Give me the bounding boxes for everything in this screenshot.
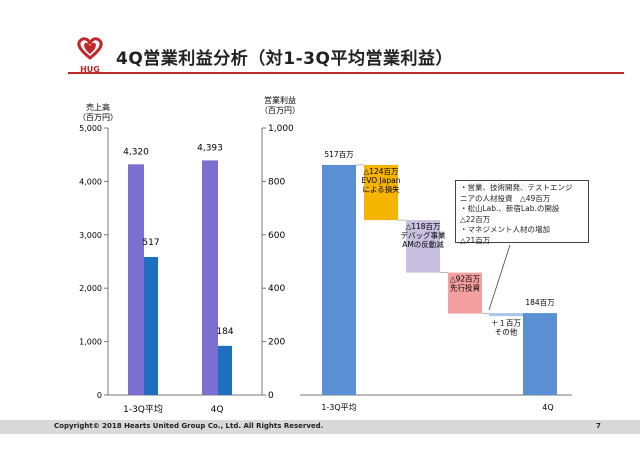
waterfall-step-label: その他 bbox=[495, 327, 518, 337]
page-title: 4Q営業利益分析（対1-3Q平均営業利益） bbox=[116, 49, 453, 69]
right-tick-label: 200 bbox=[268, 338, 285, 348]
left-tick-label: 1,000 bbox=[79, 338, 102, 347]
callout-line: ・営業、技術開発、テストエンジ bbox=[460, 183, 573, 192]
sales-bar bbox=[128, 164, 144, 395]
left-axis-label-1: 売上高 bbox=[86, 102, 110, 112]
callout-line: △21百万 bbox=[460, 235, 491, 245]
waterfall-step-label: による損失 bbox=[362, 184, 400, 194]
profit-value-label: 184 bbox=[216, 327, 233, 337]
waterfall-total-bar bbox=[523, 313, 557, 395]
callout-line: △22百万 bbox=[460, 214, 491, 224]
investment-breakdown-callout: ・営業、技術開発、テストエンジ ニアの人材投資 △49百万 ・松山Lab.、新宿… bbox=[455, 180, 589, 245]
waterfall-step-label: △92百万 bbox=[450, 275, 481, 284]
profit-bar bbox=[144, 256, 158, 395]
waterfall-step-label: ＋１百万 bbox=[491, 319, 521, 328]
waterfall-delta-bar bbox=[364, 164, 398, 221]
sales-value-label: 4,320 bbox=[123, 147, 149, 157]
right-axis-label-2: （百万円） bbox=[260, 106, 300, 115]
waterfall-step-label: △124百万 bbox=[363, 167, 399, 176]
callout-line: ・松山Lab.、新宿Lab.の開設 bbox=[460, 204, 560, 213]
left-tick-label: 4,000 bbox=[79, 177, 102, 186]
profit-bar bbox=[218, 345, 232, 395]
right-tick-label: 800 bbox=[268, 177, 285, 187]
waterfall-step-label: 517百万 bbox=[324, 150, 354, 159]
left-axis-label-2: （百万円） bbox=[78, 113, 118, 122]
profit-value-label: 517 bbox=[142, 238, 159, 248]
right-tick-label: 400 bbox=[268, 284, 285, 294]
callout-line: ニアの人材投資 △49百万 bbox=[460, 193, 551, 203]
waterfall-delta-bar bbox=[489, 313, 523, 317]
waterfall-step-label: 先行投資 bbox=[450, 283, 480, 293]
title-divider bbox=[68, 72, 624, 74]
sales-bar bbox=[202, 160, 218, 395]
sales-value-label: 4,393 bbox=[197, 143, 223, 153]
waterfall-step-label: △118百万 bbox=[405, 222, 441, 231]
callout-pointer bbox=[488, 244, 511, 311]
hug-logo: HUG bbox=[77, 37, 103, 74]
right-tick-label: 600 bbox=[268, 231, 285, 241]
right-tick-label: 1,000 bbox=[268, 124, 294, 134]
x-category-label: 4Q bbox=[211, 405, 224, 415]
callout-line: ・マネジメント人材の増加 bbox=[460, 225, 550, 234]
x-category-label: 1-3Q平均 bbox=[123, 403, 163, 415]
waterfall-step-label: デバッグ事業 bbox=[401, 230, 446, 240]
left-tick-label: 0 bbox=[97, 391, 102, 400]
left-tick-label: 3,000 bbox=[79, 231, 102, 240]
waterfall-step-label: EVO Japan bbox=[362, 176, 401, 185]
right-axis-label-1: 営業利益 bbox=[264, 95, 296, 105]
left-tick-label: 5,000 bbox=[79, 124, 102, 133]
right-tick-label: 0 bbox=[268, 391, 274, 401]
waterfall-x-label: 1-3Q平均 bbox=[321, 402, 356, 412]
logo-text: HUG bbox=[80, 65, 100, 74]
waterfall-step-label: 184百万 bbox=[525, 298, 555, 307]
waterfall-delta-bar bbox=[406, 220, 440, 273]
waterfall-x-label: 4Q bbox=[542, 403, 553, 412]
footer-bar bbox=[0, 420, 640, 434]
waterfall-delta-bar bbox=[448, 272, 482, 314]
left-tick-label: 2,000 bbox=[79, 284, 102, 293]
waterfall-step-label: AMの反動減 bbox=[402, 239, 444, 249]
waterfall-total-bar bbox=[322, 164, 356, 395]
page-number: 7 bbox=[596, 422, 601, 430]
copyright-text: Copyright© 2018 Hearts United Group Co.,… bbox=[54, 422, 324, 430]
